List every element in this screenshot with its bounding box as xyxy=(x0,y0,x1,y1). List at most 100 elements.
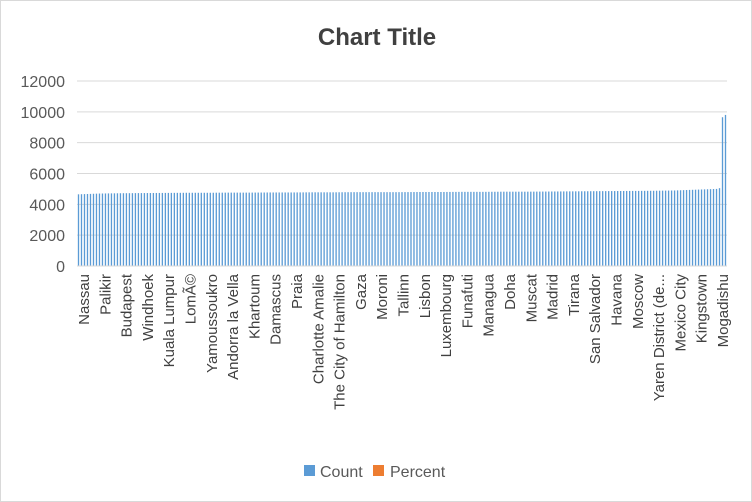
bar-count xyxy=(266,192,268,266)
bar-count xyxy=(410,192,412,266)
y-tick-label-8000: 8000 xyxy=(29,136,65,153)
bar-count xyxy=(353,192,355,266)
bar-count xyxy=(263,192,265,266)
x-tick-label: Mexico City xyxy=(672,274,689,352)
bar-count xyxy=(470,191,472,266)
bar-count xyxy=(596,191,598,266)
bar-count xyxy=(254,192,256,266)
bar-count xyxy=(536,191,538,266)
bar-count xyxy=(152,192,155,266)
x-tick-label: Tirana xyxy=(566,273,583,316)
bar-count xyxy=(311,192,313,266)
bar-count xyxy=(602,191,604,266)
bar-count xyxy=(614,191,616,266)
bar-count xyxy=(422,192,424,266)
bar-count xyxy=(245,192,247,266)
bar-count xyxy=(332,192,334,266)
bar-count xyxy=(236,192,238,266)
bar-count xyxy=(706,189,709,266)
bar-count xyxy=(101,193,104,266)
bar-count xyxy=(494,191,496,266)
bar-count xyxy=(179,192,181,266)
bar-count xyxy=(419,192,421,266)
bar-count xyxy=(113,193,116,266)
bar-count xyxy=(479,191,481,266)
bar-count xyxy=(623,190,625,266)
bar-count xyxy=(584,191,586,266)
bar-count xyxy=(626,190,628,266)
bar-count xyxy=(368,192,370,266)
bar-count xyxy=(146,193,149,266)
bar-count xyxy=(209,192,211,266)
bar-count xyxy=(497,191,499,266)
bar-count xyxy=(350,192,352,266)
y-tick-label-10000: 10000 xyxy=(21,105,66,122)
bar-count xyxy=(658,190,661,266)
x-tick-label: LomÃ© xyxy=(183,274,200,324)
y-tick-label-2000: 2000 xyxy=(29,228,65,245)
bar-count xyxy=(275,192,277,266)
bar-count xyxy=(302,192,304,266)
bar-count xyxy=(317,192,319,266)
bar-count xyxy=(545,191,547,266)
bar-count xyxy=(488,191,490,266)
bar-count xyxy=(628,190,631,266)
bar-count xyxy=(617,191,619,266)
x-tick-label: Mogadishu xyxy=(715,274,732,347)
bar-count xyxy=(356,192,358,266)
bar-count xyxy=(347,192,349,266)
bar-count xyxy=(278,192,280,266)
bar-count xyxy=(652,190,655,266)
bar-count xyxy=(661,190,664,266)
bar-count xyxy=(566,191,568,266)
x-tick-label: Yamoussoukro xyxy=(204,274,221,373)
bar-count xyxy=(188,192,190,266)
bar-count xyxy=(125,193,128,266)
bar-count xyxy=(437,192,439,266)
bar-count xyxy=(377,192,379,266)
bar-count xyxy=(293,192,295,266)
bar-count xyxy=(329,192,331,266)
x-tick-label: Praia xyxy=(289,273,306,309)
bar-count xyxy=(164,192,167,266)
bar-count xyxy=(257,192,259,266)
bar-count xyxy=(383,192,385,266)
bar-count xyxy=(365,192,367,266)
bar-count xyxy=(467,191,469,266)
x-tick-label: Khartoum xyxy=(246,274,263,339)
bar-count xyxy=(694,189,697,266)
bar-count xyxy=(233,192,235,266)
x-tick-label: Muscat xyxy=(523,273,540,322)
bar-count xyxy=(389,192,391,266)
bar-count xyxy=(149,193,152,266)
bar-count xyxy=(395,192,397,266)
bar-count xyxy=(721,117,724,266)
bar-count xyxy=(634,190,637,266)
bar-count xyxy=(239,192,241,266)
x-tick-label: Yaren District (de... xyxy=(651,274,668,401)
legend-label-percent: Percent xyxy=(390,464,446,481)
x-tick-label: Moscow xyxy=(630,274,647,329)
bar-count xyxy=(398,192,400,266)
bar-count xyxy=(533,191,535,266)
bar-count xyxy=(572,191,574,266)
bar-count xyxy=(697,189,700,266)
x-tick-label: Andorra la Vella xyxy=(225,273,242,380)
bar-count xyxy=(530,191,532,266)
bar-count xyxy=(539,191,541,266)
bar-count xyxy=(709,189,712,266)
bar-count xyxy=(434,192,436,266)
bar-count xyxy=(338,192,340,266)
bar-count xyxy=(80,194,83,266)
bar-count xyxy=(724,114,727,266)
bar-count xyxy=(542,191,544,266)
bar-count xyxy=(320,192,322,266)
bar-count xyxy=(509,191,511,266)
bar-count xyxy=(281,192,283,266)
bar-count xyxy=(518,191,520,266)
bar-count xyxy=(380,192,382,266)
bar-count xyxy=(182,192,184,266)
bar-count xyxy=(578,191,580,266)
bar-count xyxy=(569,191,571,266)
